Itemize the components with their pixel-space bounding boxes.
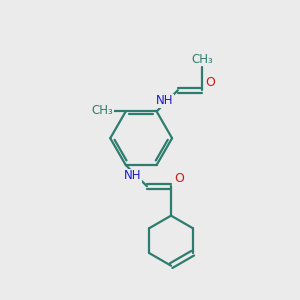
- Text: CH₃: CH₃: [191, 52, 213, 65]
- Text: NH: NH: [155, 94, 173, 107]
- Text: NH: NH: [124, 169, 142, 182]
- Text: CH₃: CH₃: [91, 104, 113, 117]
- Text: O: O: [205, 76, 215, 89]
- Text: O: O: [174, 172, 184, 185]
